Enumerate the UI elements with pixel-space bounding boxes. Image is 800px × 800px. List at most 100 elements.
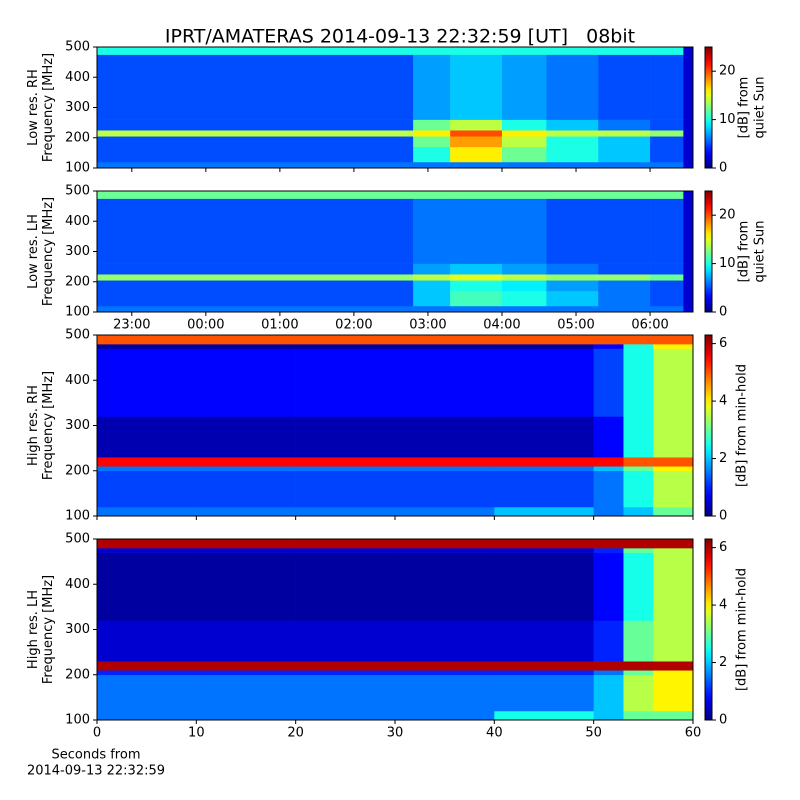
- figure-title: IPRT/AMATERAS 2014-09-13 22:32:59 [UT] 0…: [165, 26, 635, 48]
- heatmap-cell: [295, 552, 396, 621]
- heatmap-cell: [413, 305, 451, 313]
- heatmap-cell: [97, 280, 414, 292]
- heatmap-cell: [196, 348, 296, 417]
- heatmap-cell: [395, 552, 495, 621]
- x-tick-label: 06:00: [631, 318, 668, 333]
- x-tick-label: 0: [93, 726, 101, 741]
- heatmap-cell: [653, 348, 694, 417]
- heatmap-cell: [196, 661, 296, 671]
- heatmap-cell: [650, 191, 684, 199]
- heatmap-cell: [650, 146, 684, 163]
- heatmap-cell: [623, 348, 654, 417]
- y-axis-label: High res. RH: [26, 385, 41, 466]
- heatmap-cell: [395, 620, 495, 662]
- heatmap-cell: [623, 552, 654, 621]
- heatmap-cell: [97, 335, 197, 345]
- y-tick-label: 300: [65, 418, 90, 433]
- heatmap-cell: [295, 457, 396, 467]
- heatmap-cell: [450, 274, 503, 281]
- y-tick-label: 100: [65, 305, 90, 320]
- heatmap-cell: [450, 130, 503, 137]
- heatmap-cell: [653, 457, 694, 467]
- heatmap-cell: [450, 263, 503, 275]
- heatmap-cell: [494, 620, 594, 662]
- heatmap-cell: [653, 506, 694, 517]
- heatmap-cell: [413, 119, 451, 131]
- heatmap-cell: [593, 466, 624, 472]
- heatmap-cell: [598, 274, 651, 281]
- heatmap-cell: [546, 136, 599, 148]
- heatmap-cell: [295, 506, 396, 517]
- heatmap-cell: [295, 335, 396, 345]
- heatmap-cell: [97, 548, 197, 553]
- heatmap-cell: [97, 47, 414, 55]
- y-tick-label: 400: [65, 373, 90, 388]
- heatmap-cell: [650, 136, 684, 148]
- heatmap-cell: [295, 710, 396, 721]
- heatmap-cell: [395, 674, 495, 712]
- heatmap-cell: [683, 191, 694, 199]
- heatmap-cell: [196, 335, 296, 345]
- y-tick-label: 500: [65, 184, 90, 199]
- colorbar-tick-label: 4: [719, 598, 727, 613]
- heatmap-cell: [395, 348, 495, 417]
- heatmap-cell: [653, 539, 694, 549]
- heatmap-cell: [97, 130, 414, 137]
- heatmap-cell: [97, 146, 414, 163]
- heatmap-cell: [683, 130, 694, 137]
- heatmap-cell: [494, 466, 594, 472]
- heatmap-cell: [653, 466, 694, 472]
- heatmap-cell: [196, 466, 296, 472]
- y-tick-label: 100: [65, 509, 90, 524]
- heatmap-cell: [196, 548, 296, 553]
- heatmap-cell: [623, 710, 654, 721]
- heatmap-cell: [450, 198, 503, 264]
- heatmap-cell: [593, 416, 624, 458]
- heatmap-cell: [97, 54, 414, 120]
- heatmap-cell: [623, 661, 654, 671]
- heatmap-cell: [494, 416, 594, 458]
- heatmap-cell: [683, 119, 694, 131]
- heatmap-cell: [501, 54, 547, 120]
- y-tick-label: 300: [65, 100, 90, 115]
- heatmap-cell: [653, 620, 694, 662]
- heatmap-cell: [494, 710, 594, 721]
- heatmap-cell: [295, 470, 396, 508]
- heatmap-cell: [546, 305, 599, 313]
- heatmap-cell: [413, 136, 451, 148]
- heatmap-cell: [650, 305, 684, 313]
- heatmap-cell: [97, 263, 414, 275]
- heatmap-cell: [413, 130, 451, 137]
- heatmap-cell: [97, 161, 414, 169]
- heatmap-cell: [598, 119, 651, 131]
- heatmap-cell: [683, 274, 694, 281]
- y-tick-label: 200: [65, 463, 90, 478]
- heatmap-cell: [501, 305, 547, 313]
- heatmap-cell: [494, 552, 594, 621]
- heatmap-cell: [501, 290, 547, 307]
- colorbar-tick-label: 2: [719, 655, 727, 670]
- heatmap-cell: [196, 470, 296, 508]
- heatmap-cell: [196, 344, 296, 349]
- heatmap-cell: [97, 274, 414, 281]
- heatmap-cell: [593, 344, 624, 349]
- heatmap-cell: [395, 710, 495, 721]
- x-tick-label: 02:00: [335, 318, 372, 333]
- colorbar-tick-label: 6: [719, 540, 727, 555]
- heatmap-cell: [546, 280, 599, 292]
- heatmap-cell: [450, 161, 503, 169]
- y-axis-label: Frequency [MHz]: [41, 575, 56, 684]
- heatmap-cell: [97, 198, 414, 264]
- heatmap-cell: [653, 416, 694, 458]
- heatmap-cell: [450, 305, 503, 313]
- heatmap-cell: [623, 670, 654, 676]
- heatmap-cell: [593, 674, 624, 712]
- heatmap-cell: [593, 470, 624, 508]
- heatmap-cell: [450, 54, 503, 120]
- heatmap-cell: [593, 548, 624, 553]
- heatmap-cell: [593, 539, 624, 549]
- heatmap-cell: [450, 47, 503, 55]
- heatmap-cell: [413, 274, 451, 281]
- heatmap-cell: [97, 710, 197, 721]
- heatmap-cell: [295, 620, 396, 662]
